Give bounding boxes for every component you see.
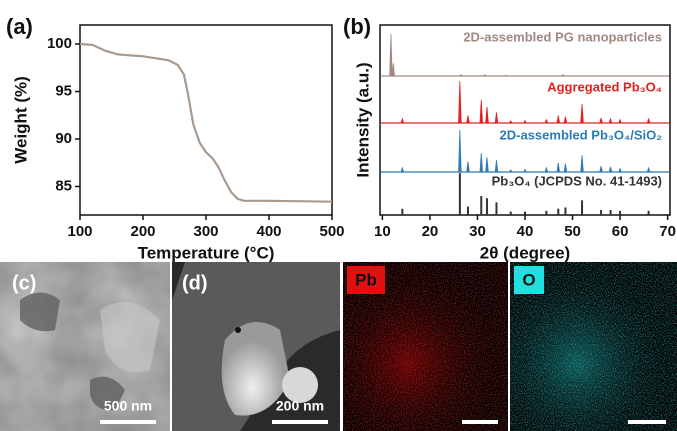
x-axis-title: 2θ (degree): [480, 243, 570, 262]
diffraction-peak: [599, 166, 603, 173]
diffraction-peak: [563, 163, 568, 173]
element-tag: [347, 266, 385, 294]
diffraction-peak: [646, 166, 651, 173]
scale-bar: [272, 420, 328, 424]
legend-label: 2D-assembled PG nanoparticles: [463, 29, 662, 44]
diffraction-peak: [494, 112, 499, 124]
diffraction-peak: [560, 74, 566, 77]
legend-label: Pb₃O₄ (JCPDS No. 41-1493): [492, 173, 662, 188]
scale-bar-label: 500 nm: [104, 398, 152, 414]
stem-image: (d) 200 nm: [172, 262, 340, 431]
element-label: O: [522, 270, 535, 289]
diffraction-peak: [479, 153, 483, 173]
diffraction-peak: [389, 33, 393, 77]
diffraction-peak: [482, 74, 487, 77]
diffraction-peak: [618, 167, 622, 173]
x-tick-label: 200: [130, 223, 155, 240]
x-axis-title: Temperature (°C): [138, 243, 275, 262]
diffraction-peak: [458, 74, 464, 77]
x-tick-label: 500: [319, 223, 344, 240]
x-tick-label: 20: [422, 223, 439, 240]
element-tag: [514, 266, 544, 294]
panel-label: (b): [343, 14, 371, 39]
panel-label: (c): [12, 272, 36, 294]
diffraction-peak: [544, 118, 549, 124]
diffraction-peak: [391, 63, 396, 77]
panel-label: (a): [6, 14, 33, 39]
diffraction-peak: [618, 118, 622, 124]
x-tick-label: 100: [67, 223, 92, 240]
diffraction-peak: [508, 120, 513, 124]
panel-label: (d): [182, 272, 208, 294]
scale-bar: [628, 420, 666, 424]
x-tick-label: 70: [659, 223, 676, 240]
scale-bar: [462, 420, 498, 424]
panel-a: (a) Temperature (°C) Weight (%) 100 200 30…: [6, 14, 345, 263]
diffraction-peak: [523, 168, 527, 173]
pb-map: Pb: [343, 262, 508, 431]
diffraction-peak: [544, 166, 549, 173]
diffraction-peak: [458, 129, 462, 173]
diffraction-peak: [608, 117, 613, 124]
y-tick-label: 90: [55, 130, 72, 147]
diffraction-peak: [485, 107, 489, 124]
x-tick-label: 400: [256, 223, 281, 240]
legend-label: 2D-assembled Pb₃O₄/SiO₂: [500, 127, 663, 142]
diffraction-peak: [458, 80, 462, 124]
diffraction-peak: [508, 169, 513, 173]
y-axis-title: Weight (%): [11, 76, 30, 164]
o-map: O: [510, 262, 677, 431]
panel-b: (b) 2θ (degree) Intensity (a.u.) 10 20 30 4…: [343, 14, 676, 263]
y-tick-label: 95: [55, 82, 72, 99]
diffraction-peak: [608, 166, 613, 173]
micrographs: (c) 500 nm (d) 200 nm Pb O: [0, 262, 677, 431]
y-tick-label: 85: [55, 177, 72, 194]
x-tick-label: 300: [193, 223, 218, 240]
sem-image: (c) 500 nm: [0, 262, 170, 431]
diffraction-peak: [400, 117, 405, 124]
diffraction-peak: [580, 104, 584, 124]
diffraction-peak: [556, 162, 561, 173]
element-label: Pb: [355, 270, 377, 289]
x-tick-label: 60: [612, 223, 629, 240]
x-tick-label: 10: [374, 223, 391, 240]
diffraction-peak: [494, 160, 499, 173]
diffraction-peak: [580, 155, 584, 173]
diffraction-peak: [400, 166, 405, 173]
x-tick-label: 50: [564, 223, 581, 240]
legend-label: Aggregated Pb₃O₄: [547, 79, 662, 94]
diffraction-peak: [563, 116, 568, 124]
weight-curve: [79, 42, 333, 203]
diffraction-peak: [523, 119, 527, 124]
x-tick-label: 40: [517, 223, 534, 240]
diffraction-peak: [646, 117, 651, 124]
scale-bar: [100, 420, 156, 424]
diffraction-peak: [479, 99, 483, 124]
diffraction-peak: [599, 117, 603, 124]
diffraction-peak: [466, 161, 470, 173]
y-tick-label: 100: [47, 35, 72, 52]
diffraction-peak: [556, 115, 561, 124]
diffraction-peak: [503, 74, 509, 77]
x-tick-label: 30: [469, 223, 486, 240]
diffraction-peak: [485, 157, 489, 173]
y-axis-title: Intensity (a.u.): [353, 62, 372, 177]
diffraction-peak: [466, 115, 470, 124]
scale-bar-label: 200 nm: [276, 398, 324, 414]
